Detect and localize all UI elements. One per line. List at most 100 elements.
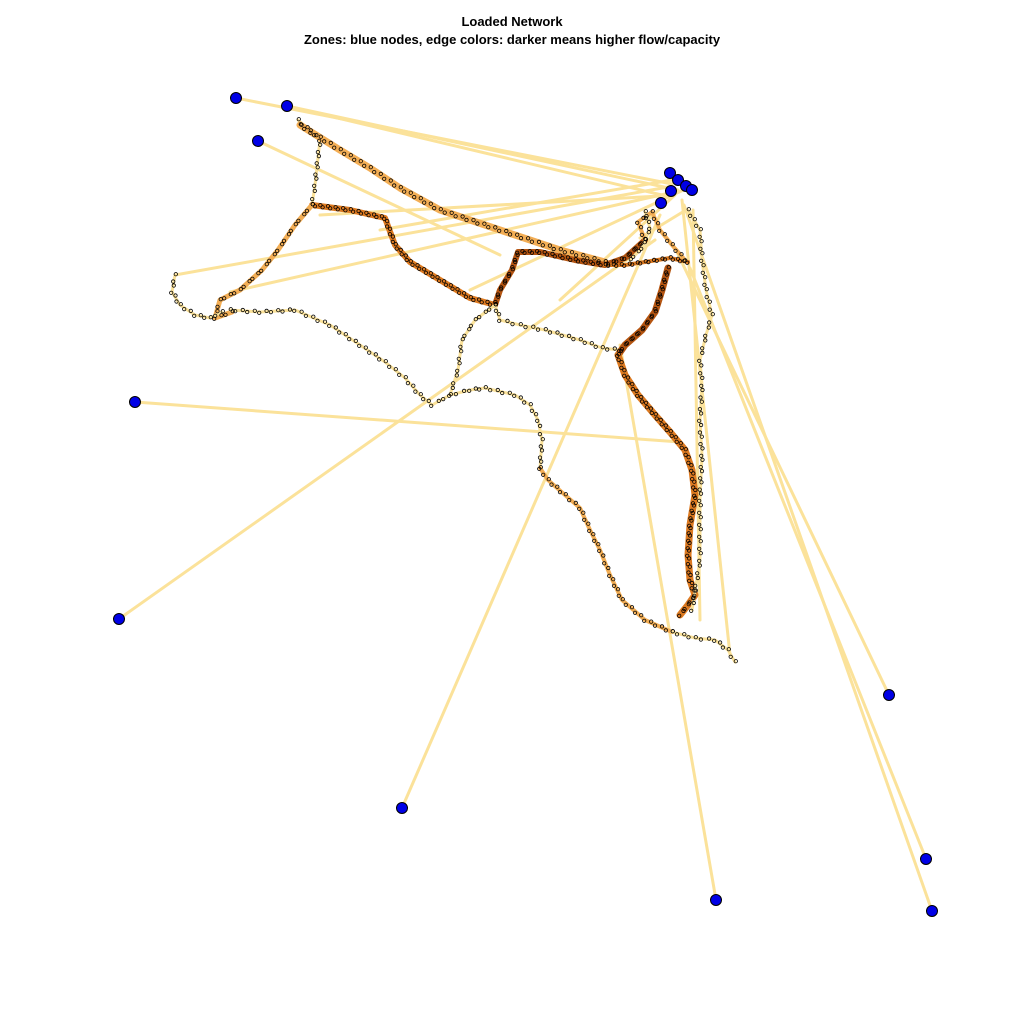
network-node [607, 573, 612, 578]
network-node [497, 318, 502, 323]
network-node [540, 243, 545, 248]
network-node [623, 602, 628, 607]
network-node [697, 522, 702, 527]
network-node [496, 312, 502, 317]
network-node [418, 392, 423, 397]
network-node [648, 406, 654, 411]
network-node [544, 252, 550, 257]
network-node [387, 364, 392, 369]
network-node [276, 308, 281, 313]
network-node [606, 263, 611, 268]
network-node [411, 383, 416, 388]
network-node [528, 402, 533, 407]
network-node [513, 259, 518, 265]
network-node [582, 517, 587, 522]
network-node [493, 302, 498, 307]
network-node [333, 325, 338, 330]
network-node [627, 251, 633, 256]
network-node [651, 257, 657, 262]
network-node [538, 465, 543, 470]
network-node [518, 236, 524, 241]
network-node [689, 468, 694, 473]
network-node [441, 396, 446, 402]
network-node [233, 309, 238, 314]
network-node [292, 308, 297, 313]
network-node [555, 330, 560, 335]
network-node [428, 201, 433, 206]
network-node [583, 260, 588, 265]
network-node [691, 485, 696, 490]
network-node [689, 463, 694, 468]
network-node [441, 279, 447, 284]
network-node [591, 532, 596, 537]
network-node [347, 336, 352, 342]
network-node [413, 389, 418, 394]
network-node [403, 375, 408, 380]
network-node [616, 593, 621, 598]
network-node [485, 299, 490, 304]
network-node-layer [169, 117, 738, 664]
network-node [660, 287, 665, 292]
network-node [691, 503, 697, 508]
network-node [412, 195, 417, 200]
network-node [384, 224, 390, 229]
road-edge [492, 237, 648, 308]
network-node [598, 263, 603, 268]
network-node [636, 249, 641, 254]
zone-node [672, 174, 684, 186]
network-node [686, 455, 691, 460]
network-node [581, 253, 586, 258]
network-node [635, 220, 640, 225]
network-node [690, 501, 696, 506]
network-node [315, 318, 320, 323]
network-node [698, 637, 704, 642]
network-node [663, 423, 668, 428]
network-node [698, 371, 703, 376]
network-node [458, 344, 463, 349]
network-node [493, 308, 498, 313]
network-node [660, 284, 665, 290]
network-node [700, 457, 705, 462]
network-node [623, 342, 628, 347]
network-node [215, 304, 220, 309]
network-node [428, 271, 433, 276]
network-node [700, 387, 705, 393]
network-node [720, 645, 726, 650]
network-node [174, 299, 179, 304]
network-node [499, 285, 504, 290]
network-node [523, 324, 528, 330]
network-node [506, 273, 511, 278]
network-node [689, 580, 695, 586]
network-node [247, 279, 252, 284]
network-node [268, 309, 273, 315]
network-node [686, 548, 692, 553]
network-node [169, 290, 174, 295]
network-node [322, 319, 328, 324]
network-node [674, 439, 679, 444]
network-node [629, 605, 635, 610]
network-node [654, 258, 659, 263]
network-node [288, 228, 293, 233]
network-node [464, 217, 469, 222]
network-node [430, 274, 435, 279]
network-node [350, 209, 356, 214]
network-node [686, 570, 691, 575]
network-node [275, 248, 280, 253]
network-node [461, 388, 467, 393]
network-node [673, 248, 678, 253]
network-node [659, 422, 664, 427]
network-node [486, 225, 491, 230]
network-node [644, 405, 650, 410]
network-node [332, 145, 337, 150]
network-node [402, 189, 407, 194]
network-node [357, 343, 362, 348]
network-node [192, 313, 197, 318]
network-node [537, 431, 543, 437]
network-node [387, 232, 392, 237]
network-node [697, 418, 702, 423]
network-node [471, 218, 476, 223]
network-node [241, 284, 246, 289]
network-node [685, 561, 691, 567]
road-edge [538, 466, 674, 634]
network-node [477, 314, 482, 320]
